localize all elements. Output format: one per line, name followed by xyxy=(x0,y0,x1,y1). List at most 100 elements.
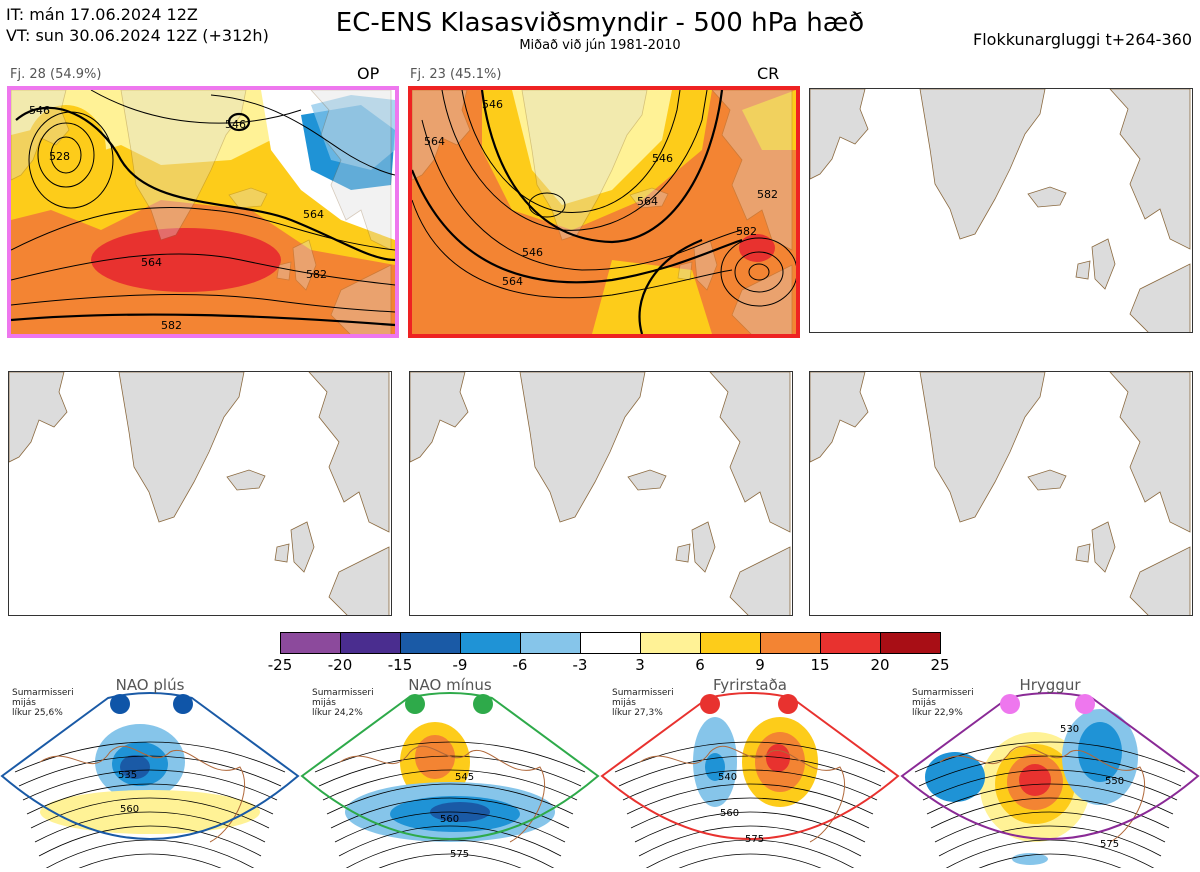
colorbar-tick-label: -9 xyxy=(452,656,468,674)
empty-map-panel xyxy=(809,88,1193,333)
colorbar-tick-label: -20 xyxy=(327,656,353,674)
contour-label: 582 xyxy=(736,225,757,238)
regime-marker-dot xyxy=(778,694,798,714)
contour-label: 546 xyxy=(29,104,50,117)
cluster2-caption: Fj. 23 (45.1%) xyxy=(410,67,502,82)
colorbar-swatch xyxy=(640,632,701,654)
regime-contour-label: 560 xyxy=(440,814,459,825)
regime-marker-dot xyxy=(1075,694,1095,714)
colorbar-swatch xyxy=(700,632,761,654)
regime-note-line: mijás xyxy=(312,698,336,708)
colorbar-swatch xyxy=(760,632,821,654)
empty-map-svg xyxy=(410,372,791,615)
cluster2-map-svg: 546 564 546 564 582 546 564 582 xyxy=(412,90,796,334)
colorbar-tick-label: 6 xyxy=(695,656,705,674)
cluster1-caption: Fj. 28 (54.9%) xyxy=(10,67,102,82)
regime-panel[interactable]: 535 560 NAO plús Sumarmisseri mijás líkur 25,… xyxy=(0,672,300,872)
contour-label: 528 xyxy=(49,150,70,163)
contour-label: 582 xyxy=(161,319,182,332)
regime-note-line: mijás xyxy=(612,698,636,708)
regime-contour-label: 575 xyxy=(450,849,469,860)
regime-note-line: mijás xyxy=(12,698,36,708)
regime-note-line: líkur 25,6% xyxy=(12,708,63,718)
colorbar-swatch xyxy=(820,632,881,654)
colorbar-tick-label: 25 xyxy=(930,656,950,674)
colorbar-tick-label: 15 xyxy=(810,656,830,674)
colorbar-swatch xyxy=(880,632,941,654)
regime-contour-label: 530 xyxy=(1060,724,1079,735)
regime-marker-dot xyxy=(700,694,720,714)
empty-map-panel xyxy=(809,371,1193,616)
contour-label: 546 xyxy=(482,98,503,111)
colorbar-swatch xyxy=(400,632,461,654)
regime-contour-label: 575 xyxy=(1100,839,1119,850)
regime-panel[interactable]: 530 550 575 Hryggur Sumarmisseri mijás líkur 2… xyxy=(900,672,1200,872)
regime-note-line: mijás xyxy=(912,698,936,708)
contour-label: 564 xyxy=(502,275,523,288)
regime-contour-label: 560 xyxy=(120,804,139,815)
page-subtitle: Miðað við jún 1981-2010 xyxy=(519,38,681,53)
regime-marker-dot xyxy=(173,694,193,714)
colorbar-swatch xyxy=(580,632,641,654)
colorbar-swatch xyxy=(340,632,401,654)
cluster2-map[interactable]: 546 564 546 564 582 546 564 582 xyxy=(408,86,800,338)
page-title: EC-ENS Klasasviðsmyndir - 500 hPa hæð xyxy=(335,8,865,38)
regime-panel[interactable]: 540 560 575 Fyrirstaða Sumarmisseri mijás líku… xyxy=(600,672,900,872)
regime-map-svg: 545 560 575 xyxy=(300,692,600,872)
regime-title: NAO plús xyxy=(115,676,185,694)
regime-contour-label: 545 xyxy=(455,772,474,783)
colorbar-tick-label: 3 xyxy=(635,656,645,674)
colorbar-tick-label: -3 xyxy=(572,656,588,674)
empty-map-svg xyxy=(810,372,1191,615)
regime-map-svg: 535 560 xyxy=(0,692,300,872)
regime-note-line: Sumarmisseri xyxy=(912,688,974,698)
regime-contour-label: 550 xyxy=(1105,776,1124,787)
cluster1-map[interactable]: 546 528 546 564 564 582 582 xyxy=(7,86,399,338)
regime-note: Sumarmisseri mijás líkur 25,6% xyxy=(12,688,74,718)
regime-note-line: líkur 27,3% xyxy=(612,708,663,718)
valid-time: VT: sun 30.06.2024 12Z (+312h) xyxy=(6,26,269,45)
colorbar-tick-label: -25 xyxy=(267,656,293,674)
contour-label: 564 xyxy=(303,208,324,221)
contour-label: 564 xyxy=(424,135,445,148)
regime-note-line: Sumarmisseri xyxy=(612,688,674,698)
colorbar-swatch xyxy=(460,632,521,654)
regime-map-svg: 540 560 575 xyxy=(600,692,900,872)
clustering-window: Flokkunargluggi t+264-360 xyxy=(973,30,1192,49)
initial-time: IT: mán 17.06.2024 12Z xyxy=(6,5,198,24)
regime-title: Hryggur xyxy=(1019,676,1081,694)
colorbar-swatch xyxy=(520,632,581,654)
regime-note: Sumarmisseri mijás líkur 24,2% xyxy=(312,688,374,718)
regime-note: Sumarmisseri mijás líkur 22,9% xyxy=(912,688,974,718)
regime-title: NAO mínus xyxy=(408,676,492,694)
colorbar-tick-label: -6 xyxy=(512,656,528,674)
regime-note-line: líkur 24,2% xyxy=(312,708,363,718)
regime-note: Sumarmisseri mijás líkur 27,3% xyxy=(612,688,674,718)
regime-panel[interactable]: 545 560 575 NAO mínus Sumarmisseri mijás líkur… xyxy=(300,672,600,872)
colorbar-tick-label: 20 xyxy=(870,656,890,674)
contour-label: 546 xyxy=(652,152,673,165)
contour-label: 564 xyxy=(141,256,162,269)
empty-map-panel xyxy=(8,371,392,616)
regime-note-line: Sumarmisseri xyxy=(12,688,74,698)
contour-label: 582 xyxy=(757,188,778,201)
regime-contour-label: 575 xyxy=(745,834,764,845)
cluster2-tag: CR xyxy=(757,64,780,83)
colorbar-tick-label: -15 xyxy=(387,656,413,674)
contour-label: 582 xyxy=(306,268,327,281)
cluster1-tag: OP xyxy=(357,64,380,83)
colorbar-tick-label: 9 xyxy=(755,656,765,674)
empty-map-panel xyxy=(409,371,793,616)
regime-map-svg: 530 550 575 xyxy=(900,692,1200,872)
regime-note-line: líkur 22,9% xyxy=(912,708,963,718)
contour-label: 546 xyxy=(522,246,543,259)
regime-marker-dot xyxy=(1000,694,1020,714)
regime-note-line: Sumarmisseri xyxy=(312,688,374,698)
empty-map-svg xyxy=(9,372,390,615)
regime-marker-dot xyxy=(110,694,130,714)
header-info: IT: mán 17.06.2024 12Z VT: sun 30.06.202… xyxy=(6,4,269,46)
regime-contour-label: 535 xyxy=(118,770,137,781)
regime-marker-dot xyxy=(473,694,493,714)
regime-title: Fyrirstaða xyxy=(713,676,787,694)
regime-marker-dot xyxy=(405,694,425,714)
